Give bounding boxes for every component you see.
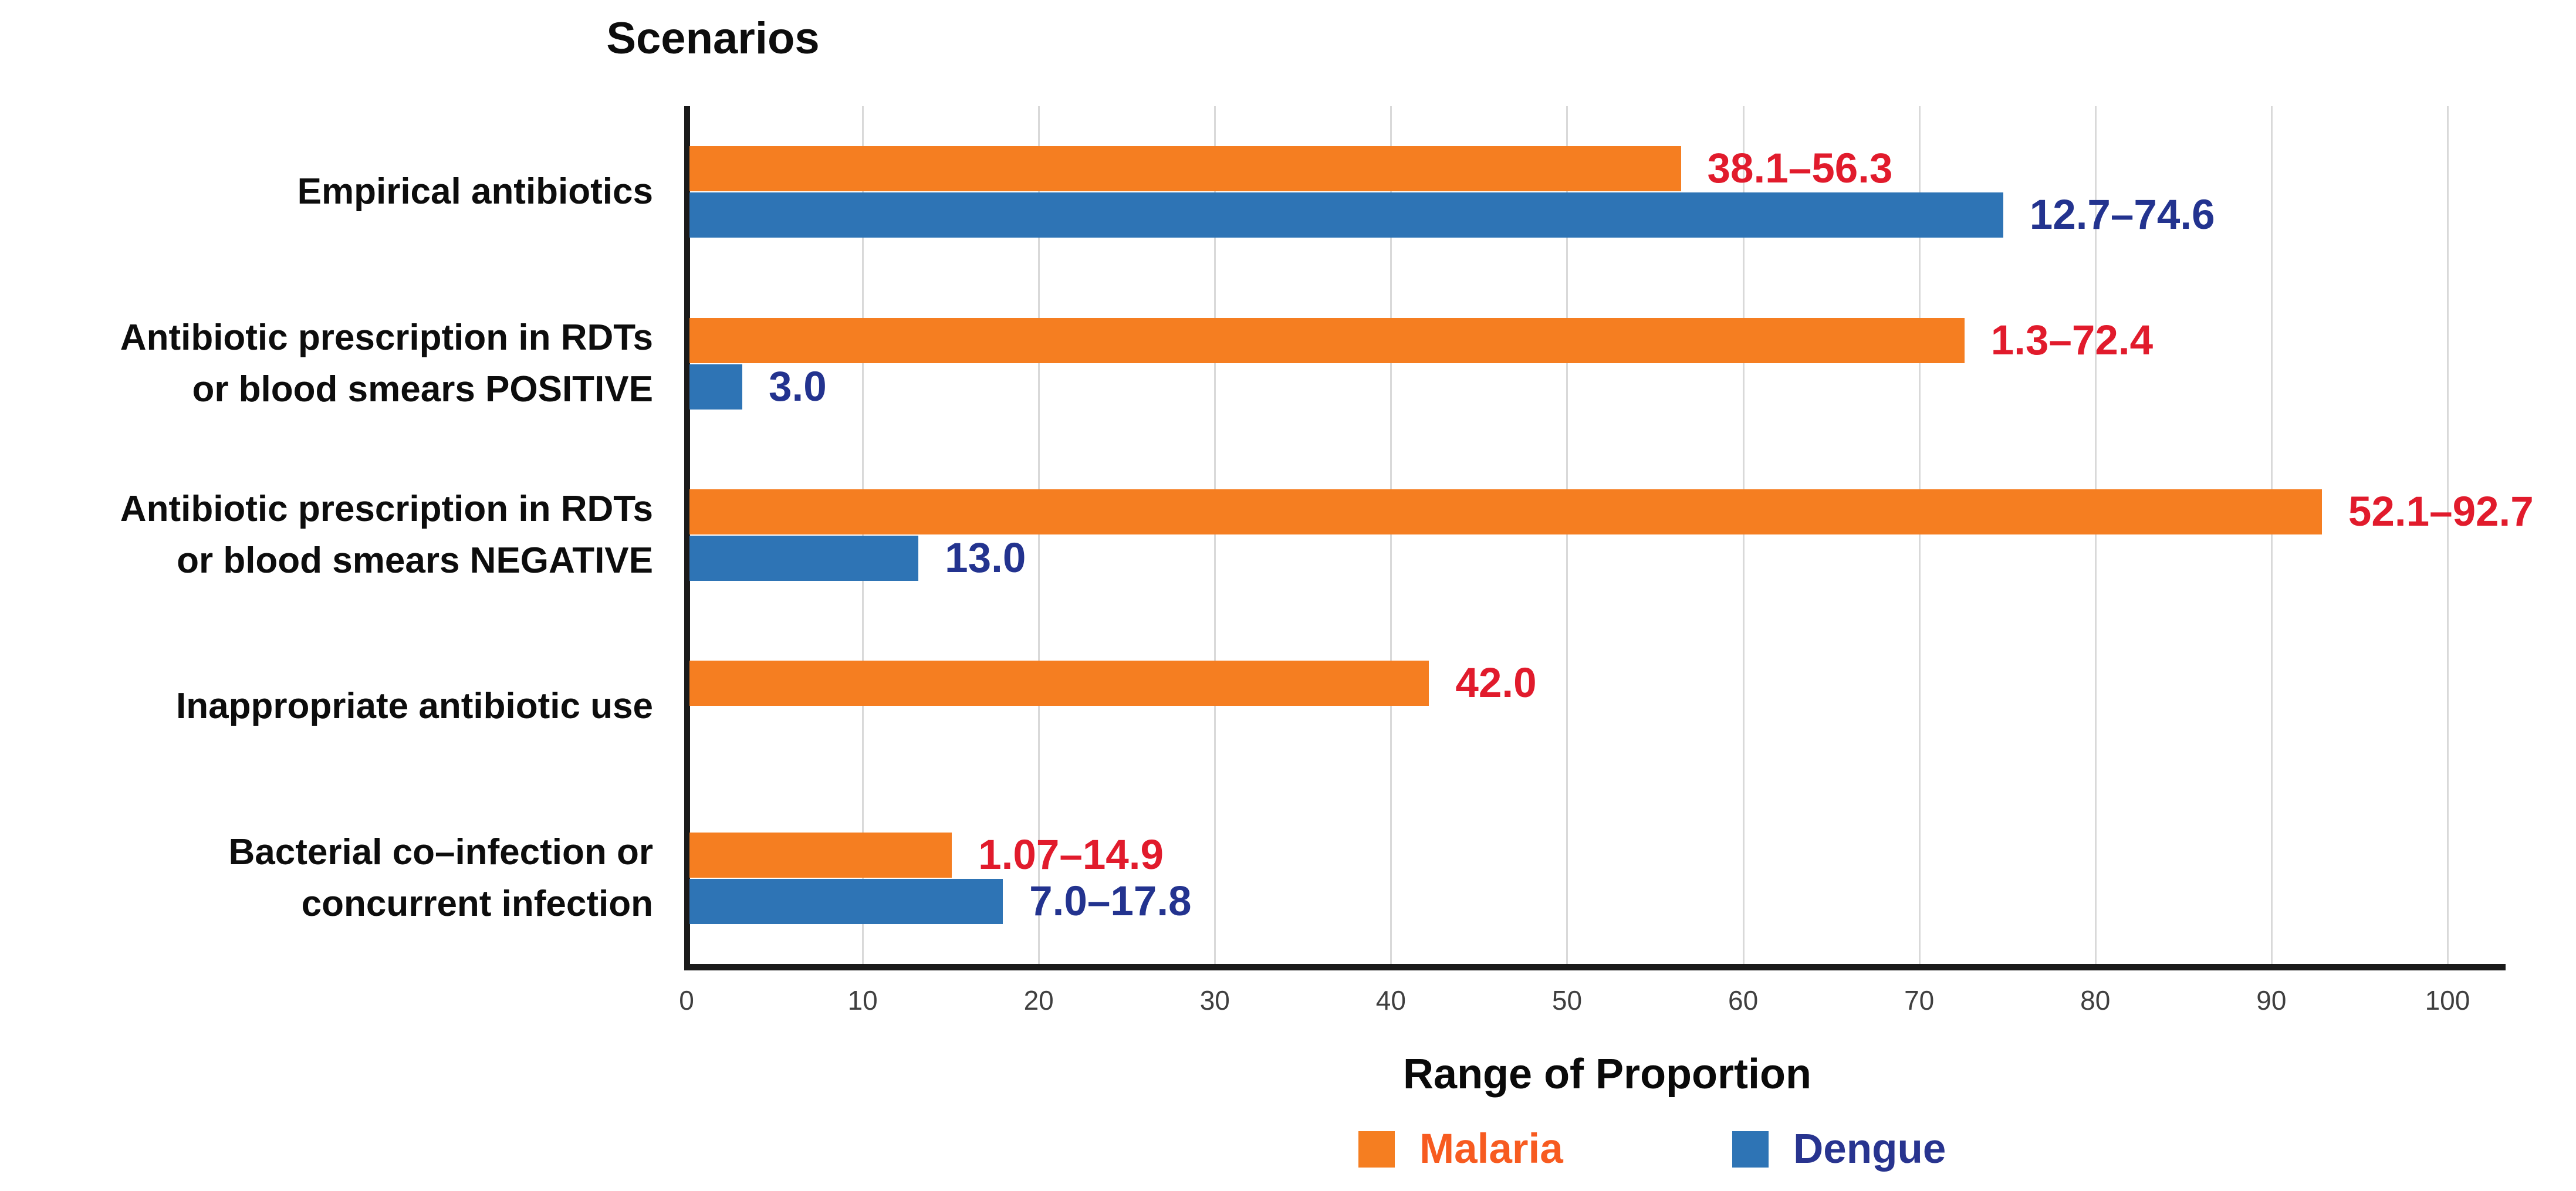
x-tick-30: 30 [1199, 985, 1230, 1016]
dengue-legend-swatch [1732, 1131, 1769, 1168]
malaria-bar-1 [689, 317, 1965, 363]
gridline-30 [1214, 106, 1216, 964]
dengue-legend-label: Dengue [1793, 1126, 1946, 1172]
x-axis-title: Range of Proportion [1403, 1051, 1811, 1098]
malaria-bar-0 [689, 146, 1681, 192]
gridline-100 [2446, 106, 2449, 964]
dengue-value-label-1: 3.0 [769, 363, 827, 410]
gridline-20 [1038, 106, 1040, 964]
gridline-50 [1566, 106, 1568, 964]
x-tick-20: 20 [1023, 985, 1054, 1016]
x-tick-40: 40 [1375, 985, 1406, 1016]
malaria-value-label-2: 52.1–92.7 [2348, 489, 2534, 535]
x-tick-80: 80 [2080, 985, 2111, 1016]
plot-area [687, 106, 2506, 964]
x-tick-0: 0 [679, 985, 694, 1016]
gridline-80 [2094, 106, 2097, 964]
x-tick-100: 100 [2425, 985, 2470, 1016]
category-label-4: Bacterial co–infection or concurrent infe… [228, 831, 653, 924]
x-axis-line [684, 964, 2506, 970]
dengue-value-label-4: 7.0–17.8 [1029, 878, 1192, 925]
category-label-0: Empirical antibiotics [297, 171, 653, 212]
malaria-bar-2 [689, 489, 2322, 534]
x-tick-90: 90 [2256, 985, 2287, 1016]
malaria-bar-3 [689, 661, 1429, 706]
dengue-bar-1 [689, 364, 743, 410]
gridline-40 [1390, 106, 1392, 964]
gridline-10 [862, 106, 864, 964]
x-tick-70: 70 [1904, 985, 1935, 1016]
malaria-value-label-3: 42.0 [1455, 660, 1537, 707]
x-tick-60: 60 [1728, 985, 1759, 1016]
malaria-bar-4 [689, 832, 952, 878]
dengue-value-label-2: 13.0 [945, 535, 1026, 581]
gridline-70 [1918, 106, 1921, 964]
dengue-bar-2 [689, 536, 919, 581]
chart-title: Scenarios [606, 13, 820, 63]
legend-item-dengue: Dengue [1732, 1125, 1946, 1173]
dengue-value-label-0: 12.7–74.6 [2029, 192, 2215, 239]
legend-item-malaria: Malaria [1358, 1125, 1563, 1173]
gridline-90 [2270, 106, 2273, 964]
dengue-bar-4 [689, 878, 1003, 924]
malaria-value-label-4: 1.07–14.9 [978, 831, 1164, 878]
category-label-2: Antibiotic prescription in RDTs or blood … [120, 489, 653, 581]
category-label-1: Antibiotic prescription in RDTs or blood … [120, 317, 653, 410]
x-tick-50: 50 [1551, 985, 1583, 1016]
dengue-bar-0 [689, 192, 2003, 238]
x-tick-10: 10 [847, 985, 878, 1016]
malaria-value-label-1: 1.3–72.4 [1990, 317, 2154, 364]
malaria-legend-swatch [1358, 1131, 1395, 1168]
malaria-value-label-0: 38.1–56.3 [1707, 146, 1893, 192]
y-axis-line [684, 106, 690, 970]
malaria-legend-label: Malaria [1419, 1126, 1563, 1172]
gridline-60 [1742, 106, 1745, 964]
category-label-3: Inappropriate antibiotic use [176, 686, 653, 727]
